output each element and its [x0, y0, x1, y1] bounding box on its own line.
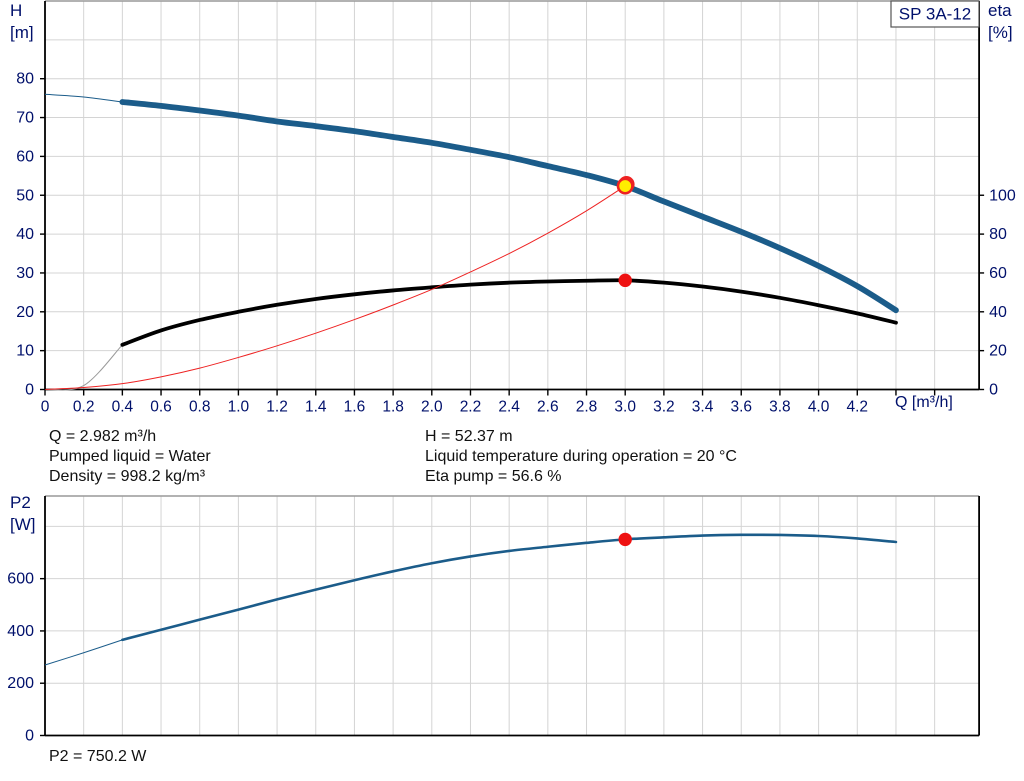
svg-text:1.2: 1.2 [266, 399, 288, 416]
svg-text:20: 20 [16, 304, 34, 321]
svg-text:0: 0 [989, 382, 998, 399]
svg-text:3.0: 3.0 [614, 399, 636, 416]
svg-text:20: 20 [989, 343, 1007, 360]
svg-text:2.8: 2.8 [576, 399, 598, 416]
svg-text:3.2: 3.2 [653, 399, 675, 416]
svg-text:0.4: 0.4 [112, 399, 134, 416]
svg-text:P2: P2 [10, 493, 31, 512]
svg-text:H: H [10, 1, 22, 20]
svg-text:40: 40 [989, 304, 1007, 321]
svg-text:80: 80 [989, 226, 1007, 243]
svg-text:1.4: 1.4 [305, 399, 327, 416]
svg-text:0: 0 [25, 382, 34, 399]
svg-text:0: 0 [25, 728, 34, 745]
svg-text:400: 400 [7, 623, 34, 640]
svg-text:[%]: [%] [988, 23, 1013, 42]
svg-text:60: 60 [989, 265, 1007, 282]
svg-text:0.8: 0.8 [189, 399, 211, 416]
svg-text:0.6: 0.6 [150, 399, 172, 416]
svg-text:[W]: [W] [10, 515, 36, 534]
svg-text:200: 200 [7, 675, 34, 692]
svg-text:2.2: 2.2 [460, 399, 482, 416]
svg-text:Q [m³/h]: Q [m³/h] [895, 394, 953, 411]
svg-text:60: 60 [16, 148, 34, 165]
svg-text:2.0: 2.0 [421, 399, 443, 416]
svg-text:4.2: 4.2 [846, 399, 868, 416]
svg-text:600: 600 [7, 571, 34, 588]
svg-text:0.2: 0.2 [73, 399, 95, 416]
svg-text:40: 40 [16, 226, 34, 243]
svg-text:70: 70 [16, 110, 34, 127]
svg-text:0: 0 [41, 399, 50, 416]
svg-text:80: 80 [16, 71, 34, 88]
svg-text:3.6: 3.6 [730, 399, 752, 416]
svg-text:100: 100 [989, 187, 1016, 204]
svg-text:[m]: [m] [10, 23, 34, 42]
svg-text:SP 3A-12: SP 3A-12 [899, 5, 971, 24]
svg-text:1.6: 1.6 [344, 399, 366, 416]
svg-text:2.4: 2.4 [498, 399, 520, 416]
svg-text:30: 30 [16, 265, 34, 282]
svg-text:3.8: 3.8 [769, 399, 791, 416]
svg-text:3.4: 3.4 [692, 399, 714, 416]
svg-text:4.0: 4.0 [808, 399, 830, 416]
svg-text:50: 50 [16, 187, 34, 204]
svg-text:eta: eta [988, 1, 1012, 20]
svg-text:1.8: 1.8 [382, 399, 404, 416]
svg-text:2.6: 2.6 [537, 399, 559, 416]
svg-text:1.0: 1.0 [228, 399, 250, 416]
svg-text:10: 10 [16, 343, 34, 360]
